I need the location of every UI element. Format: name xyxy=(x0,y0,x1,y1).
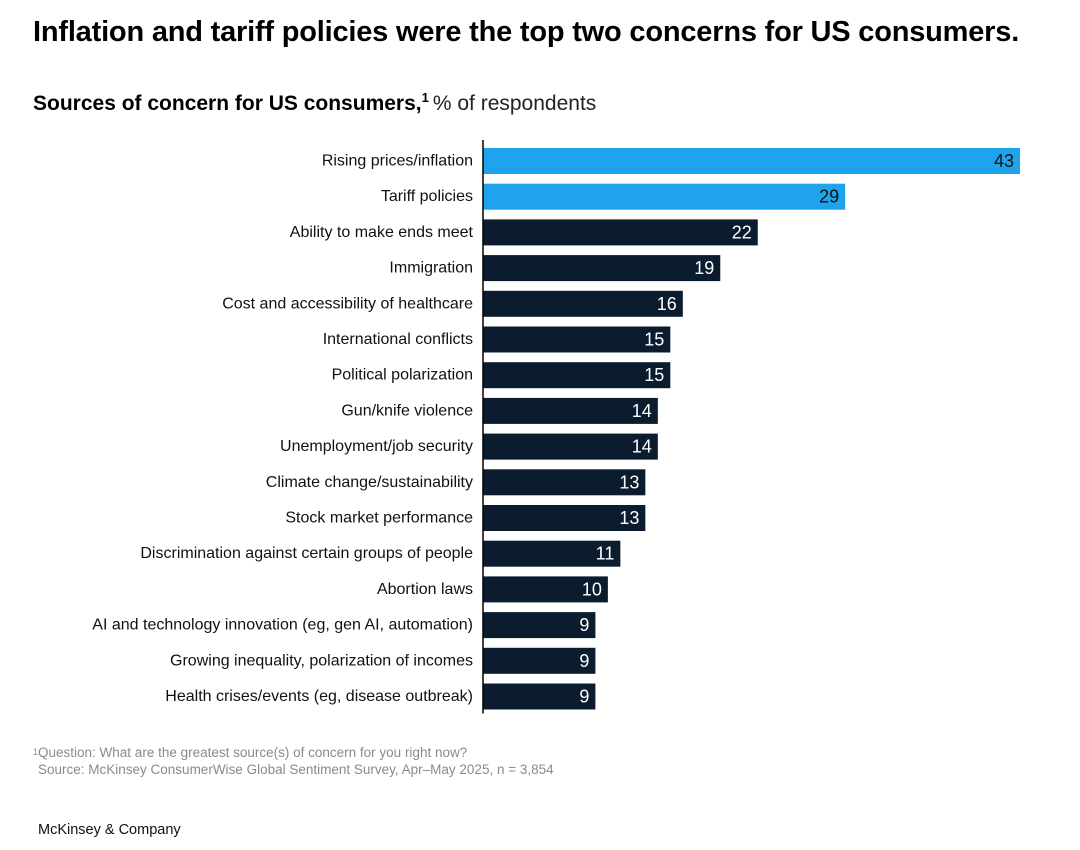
footnote-marker: 1 xyxy=(33,747,39,757)
data-label: 15 xyxy=(644,330,664,350)
data-label: 11 xyxy=(596,544,615,564)
bar xyxy=(483,576,608,603)
footnote: 1Question: What are the greatest source(… xyxy=(33,744,554,778)
footnote-question: Question: What are the greatest source(s… xyxy=(38,745,468,760)
brand-logo: McKinsey & Company xyxy=(38,822,181,838)
category-label: Unemployment/job security xyxy=(280,438,473,455)
category-label: Political polarization xyxy=(332,367,473,384)
category-label: Growing inequality, polarization of inco… xyxy=(170,652,473,669)
data-label: 9 xyxy=(579,651,589,671)
data-label: 29 xyxy=(819,187,839,207)
bar xyxy=(483,469,646,496)
data-label: 14 xyxy=(632,401,652,421)
data-label: 43 xyxy=(994,151,1014,171)
bar xyxy=(483,433,658,460)
bar xyxy=(483,326,671,353)
data-label: 9 xyxy=(579,615,589,635)
subtitle-text: Sources of concern for US consumers, xyxy=(33,92,422,115)
category-label: Stock market performance xyxy=(285,510,473,527)
bar-chart: Rising prices/inflation 43 Tariff policies… xyxy=(92,140,1020,714)
data-label: 9 xyxy=(579,687,589,707)
category-label: International conflicts xyxy=(323,331,473,348)
category-label: Climate change/sustainability xyxy=(266,474,473,491)
chart-subtitle: Sources of concern for US consumers,1% o… xyxy=(33,90,597,116)
bar xyxy=(483,255,721,282)
bar xyxy=(483,219,758,246)
category-label: Ability to make ends meet xyxy=(290,224,474,241)
bar xyxy=(483,148,1020,174)
footnote-source: Source: McKinsey ConsumerWise Global Sen… xyxy=(38,762,554,777)
bar xyxy=(483,683,596,710)
category-label: Abortion laws xyxy=(377,581,473,598)
category-label: Health crises/events (eg, disease outbre… xyxy=(165,688,473,705)
data-label: 15 xyxy=(644,365,664,385)
footnote-question-line: 1Question: What are the greatest source(… xyxy=(33,744,554,761)
category-label: Immigration xyxy=(389,260,473,277)
bar xyxy=(483,647,596,674)
data-label: 16 xyxy=(657,294,677,314)
category-label: AI and technology innovation (eg, gen AI… xyxy=(92,617,473,634)
category-label: Discrimination against certain groups of… xyxy=(140,545,473,562)
category-label: Cost and accessibility of healthcare xyxy=(222,295,473,312)
subtitle-footnote-marker: 1 xyxy=(421,90,429,105)
bar xyxy=(483,362,671,389)
bar xyxy=(483,540,621,567)
data-label: 14 xyxy=(632,437,652,457)
category-label: Rising prices/inflation xyxy=(322,153,473,170)
data-label: 13 xyxy=(619,508,639,528)
bar xyxy=(483,397,658,424)
category-label: Gun/knife violence xyxy=(341,402,473,419)
data-label: 13 xyxy=(619,472,639,492)
subtitle-unit: % of respondents xyxy=(432,92,597,115)
category-label: Tariff policies xyxy=(381,188,473,205)
data-label: 22 xyxy=(732,222,752,242)
data-label: 10 xyxy=(582,579,602,599)
data-label: 19 xyxy=(694,258,714,278)
bar xyxy=(483,290,683,317)
bar xyxy=(483,505,646,531)
bar xyxy=(483,183,846,210)
bar xyxy=(483,612,596,639)
chart-title: Inflation and tariff policies were the t… xyxy=(33,16,1020,48)
